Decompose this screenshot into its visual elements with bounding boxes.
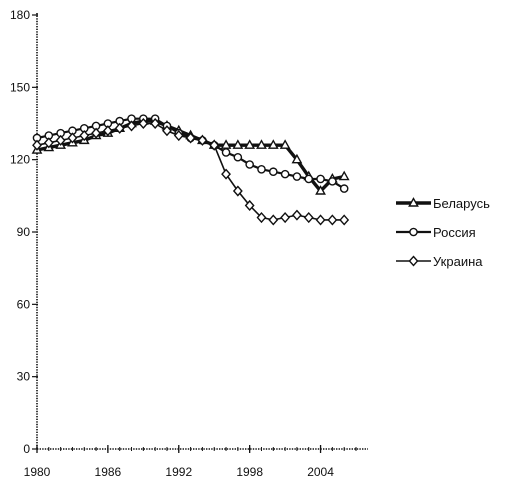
legend-label: Беларусь	[433, 196, 490, 211]
data-point	[315, 214, 326, 226]
data-point	[327, 214, 338, 226]
y-tick-label: 180	[10, 8, 30, 22]
data-point	[245, 160, 254, 169]
series-3	[32, 117, 350, 226]
data-point	[185, 132, 196, 144]
data-point	[315, 185, 326, 195]
data-point	[279, 139, 291, 149]
data-point	[67, 132, 78, 144]
data-point	[256, 211, 267, 224]
y-tick-label: 30	[17, 370, 31, 384]
legend-label: Украина	[433, 254, 483, 269]
data-point	[244, 139, 256, 149]
data-point	[55, 134, 66, 146]
data-point	[268, 214, 279, 226]
x-tick-label: 2004	[307, 465, 334, 479]
data-point	[32, 139, 42, 151]
data-point	[291, 209, 302, 221]
data-point	[303, 211, 314, 224]
data-point	[280, 211, 291, 224]
x-tick-label: 1986	[95, 465, 122, 479]
axes: 0 30 60 90 120 150 180 1980 1986 1992 1998 2004	[10, 8, 368, 479]
data-point	[126, 120, 137, 132]
data-point	[257, 165, 266, 174]
data-point	[197, 134, 208, 146]
series-layer	[31, 114, 350, 226]
x-tick-label: 1980	[24, 465, 51, 479]
data-point	[232, 139, 244, 149]
data-point	[221, 148, 231, 157]
legend-label: Россия	[433, 225, 476, 240]
data-point	[291, 153, 303, 164]
data-point	[409, 227, 418, 237]
y-tick-label: 60	[17, 297, 31, 311]
data-point	[408, 255, 419, 267]
data-point	[221, 168, 231, 180]
x-tick-label: 1998	[236, 465, 263, 479]
data-point	[43, 137, 54, 149]
data-point	[280, 169, 290, 179]
legend-item-2: Россия	[396, 225, 476, 240]
data-point	[339, 184, 349, 193]
data-point	[292, 172, 302, 181]
series-2	[32, 114, 349, 193]
data-point	[233, 152, 243, 162]
data-point	[316, 174, 325, 184]
y-tick-label: 120	[10, 153, 30, 167]
data-point	[339, 214, 350, 226]
y-tick-label: 150	[10, 80, 30, 94]
data-point	[328, 177, 337, 186]
data-point	[79, 130, 90, 142]
data-point	[114, 122, 125, 134]
data-point	[173, 130, 184, 142]
data-point	[209, 139, 220, 151]
data-point	[244, 199, 255, 212]
y-tick-label: 0	[23, 442, 30, 456]
legend-item-3: Украина	[396, 254, 483, 269]
x-tick-label: 1992	[165, 465, 192, 479]
data-point	[304, 174, 314, 184]
legend: Беларусь Россия Украина	[396, 196, 490, 269]
data-point	[267, 139, 279, 149]
legend-item-1: Беларусь	[396, 196, 490, 211]
data-point	[91, 127, 102, 139]
data-point	[256, 139, 267, 149]
data-point	[138, 117, 149, 130]
data-point	[232, 185, 243, 197]
data-point	[162, 125, 172, 137]
data-point	[150, 117, 161, 130]
data-point	[102, 125, 113, 137]
data-point	[268, 167, 278, 177]
y-tick-label: 90	[17, 225, 31, 239]
data-point	[408, 197, 419, 207]
data-point	[338, 170, 350, 181]
